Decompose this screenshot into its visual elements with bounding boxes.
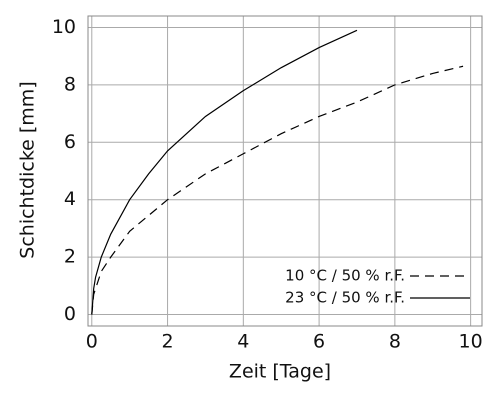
line-series: [91, 65, 464, 315]
y-tick-label: 10: [52, 16, 76, 38]
y-tick-label: 4: [64, 188, 76, 210]
line-series: [91, 29, 358, 315]
x-tick-label: 4: [237, 331, 249, 353]
x-tick-label: 8: [389, 331, 401, 353]
x-tick-label: 2: [162, 331, 174, 353]
legend-label: 23 °C / 50 % r.F.: [285, 289, 405, 307]
x-tick-label: 6: [313, 331, 325, 353]
y-tick-label: 2: [64, 246, 76, 268]
x-axis-label: Zeit [Tage]: [229, 361, 331, 383]
plot-frame: [87, 15, 483, 327]
x-tick-label: 0: [86, 331, 98, 353]
x-tick-label: 10: [459, 331, 483, 353]
legend-label: 10 °C / 50 % r.F.: [285, 267, 405, 285]
y-tick-label: 0: [64, 303, 76, 325]
y-tick-label: 6: [64, 131, 76, 153]
y-axis-label: Schichtdicke [mm]: [17, 81, 39, 258]
y-tick-label: 8: [64, 73, 76, 95]
